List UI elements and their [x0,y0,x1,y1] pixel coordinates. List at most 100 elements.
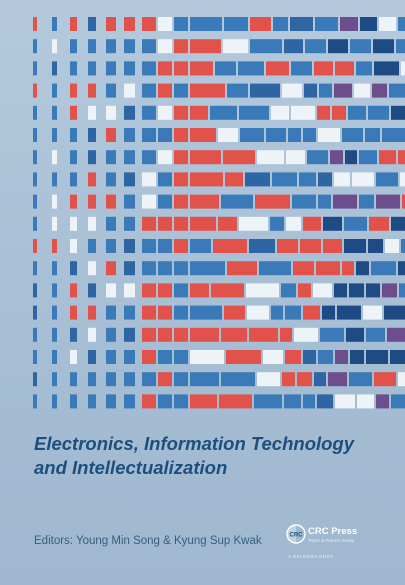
pattern-tile [218,128,238,142]
pattern-tile [190,17,222,31]
pattern-tile [158,105,172,120]
pattern-tile [70,39,77,54]
pattern-tile [124,105,135,120]
pattern-tile [382,128,405,142]
pattern-tile [70,394,77,409]
pattern-tile [250,83,280,98]
pattern-tile [266,128,286,142]
pattern-tile [373,39,394,54]
pattern-tile [158,372,172,387]
pattern-tile [142,39,156,54]
pattern-tile [303,128,316,142]
pattern-tile [52,83,57,98]
pattern-tile [401,239,405,253]
pattern-tile [300,239,321,253]
pattern-tile [33,194,37,209]
pattern-tile [174,305,188,320]
pattern-tile [359,150,377,165]
pattern-tile [124,216,135,231]
pattern-tile [52,105,57,120]
pattern-tile [158,261,172,276]
pattern-tile [174,83,188,98]
pattern-tile [106,239,116,253]
pattern-tile [88,216,96,231]
pattern-tile [124,239,135,253]
pattern-tile [379,17,396,31]
pattern-tile [158,128,172,142]
pattern-tile [317,105,330,120]
pattern-tile [249,327,278,342]
pattern-tile [124,394,135,409]
pattern-tile [239,216,268,231]
pattern-tile [190,372,219,387]
pattern-tile [158,61,172,76]
pattern-tile [391,394,405,409]
pattern-tile [346,327,364,342]
pattern-tile [281,283,296,298]
pattern-tile [158,305,172,320]
pattern-tile [389,83,405,98]
pattern-tile [342,261,354,276]
pattern-tile [106,283,116,298]
pattern-tile [273,17,288,31]
pattern-tile [52,261,57,276]
pattern-tile [345,150,357,165]
pattern-tile [70,105,77,120]
pattern-tile [106,394,116,409]
pattern-tile [334,172,350,187]
crc-logo-text: CRC [290,533,304,539]
pattern-tile [317,394,333,409]
pattern-tile [335,61,354,76]
pattern-tile [88,105,96,120]
pattern-tile [33,350,37,364]
pattern-tile [142,194,156,209]
pattern-tile [106,305,116,320]
pattern-tile [250,39,282,54]
pattern-tile [158,327,172,342]
pattern-tile [280,327,292,342]
pattern-tile [303,305,320,320]
pattern-tile [124,350,135,364]
pattern-tile [52,128,57,142]
pattern-tile [398,150,405,165]
pattern-tile [385,239,399,253]
pattern-tile [292,194,316,209]
pattern-tile [70,172,77,187]
publisher-block: CRC CRC Press Taylor & Francis Group A B… [286,524,376,564]
pattern-tile [33,39,37,54]
pattern-tile [142,327,156,342]
pattern-tile [70,216,77,231]
pattern-tile [70,150,77,165]
pattern-tile [337,305,361,320]
pattern-tile [52,172,57,187]
pattern-tile [257,150,284,165]
pattern-tile [247,305,269,320]
pattern-tile [316,261,340,276]
pattern-tile [356,61,372,76]
pattern-tile [320,327,344,342]
pattern-tile [158,150,172,165]
pattern-tile [124,172,135,187]
pattern-tile [174,17,188,31]
pattern-tile [290,17,313,31]
pattern-tile [266,61,289,76]
pattern-tile [307,150,328,165]
pattern-tile [142,17,156,31]
pattern-tile [366,350,388,364]
pattern-tile [190,105,208,120]
pattern-tile [334,83,352,98]
pattern-tile [106,261,116,276]
pattern-tile [368,239,383,253]
pattern-tile [88,394,96,409]
pattern-tile [174,327,188,342]
pattern-tile [226,350,261,364]
pattern-tile [284,39,303,54]
pattern-tile [106,350,116,364]
pattern-tile [52,239,57,253]
pattern-tile [88,372,96,387]
pattern-tile [190,150,221,165]
editors-line: Editors: Young Min Song & Kyung Sup Kwak [34,535,262,547]
pattern-tile [398,372,405,387]
pattern-tile [33,216,37,231]
pattern-tile [359,194,374,209]
